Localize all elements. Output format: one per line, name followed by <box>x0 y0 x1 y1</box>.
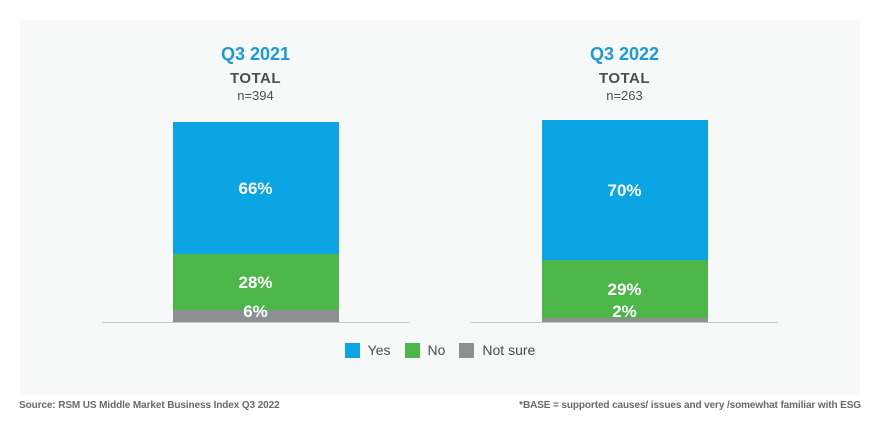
legend: Yes No Not sure <box>20 343 860 358</box>
footer: Source: RSM US Middle Market Business In… <box>19 400 861 411</box>
bar-value-label: 29% <box>607 279 642 299</box>
chart-column-q3-2021: Q3 2021 TOTAL n=394 66% 28% 6% <box>102 20 409 395</box>
bar-segment-not-sure: 6% <box>172 303 339 322</box>
sample-size-label: n=394 <box>237 88 274 103</box>
footer-source: Source: RSM US Middle Market Business In… <box>19 400 280 411</box>
legend-item-no: No <box>404 342 446 358</box>
sample-size-label: n=263 <box>606 88 643 103</box>
total-heading: TOTAL <box>598 70 651 87</box>
legend-label: Yes <box>367 342 391 358</box>
bar-value-label: 28% <box>238 272 273 292</box>
bar-segment-no: 29% <box>541 260 708 318</box>
bar-segment-yes: 66% <box>172 122 339 254</box>
legend-item-yes: Yes <box>344 342 391 358</box>
legend-swatch-no <box>404 343 420 358</box>
bar-value-label: 2% <box>612 302 637 321</box>
chart-column-q3-2022: Q3 2022 TOTAL n=263 70% 29% 2% <box>471 20 778 395</box>
total-heading: TOTAL <box>229 70 282 87</box>
axis-baseline <box>102 322 409 323</box>
bar-value-label: 70% <box>607 180 642 200</box>
legend-swatch-yes <box>344 343 360 358</box>
axis-baseline <box>471 322 778 323</box>
legend-swatch-not-sure <box>459 343 475 358</box>
legend-label: Not sure <box>482 342 536 358</box>
column-title: Q3 2021 <box>220 44 291 64</box>
chart-panel: Q3 2021 TOTAL n=394 66% 28% 6% Q3 2022 TOT… <box>20 20 860 395</box>
footer-base-note: *BASE = supported causes/ issues and ver… <box>519 400 861 411</box>
bar-segment-not-sure: 2% <box>541 303 708 322</box>
bar-value-label: 66% <box>238 178 273 198</box>
legend-item-not-sure: Not sure <box>459 343 535 358</box>
bar-segment-no: 28% <box>172 254 339 310</box>
stacked-bar-q3-2022: 70% 29% 2% <box>541 120 708 322</box>
bar-value-label: 6% <box>243 302 268 321</box>
column-title: Q3 2022 <box>589 44 660 64</box>
stacked-bar-q3-2021: 66% 28% 6% <box>172 122 339 322</box>
legend-label: No <box>427 342 446 358</box>
bar-segment-yes: 70% <box>541 120 708 260</box>
